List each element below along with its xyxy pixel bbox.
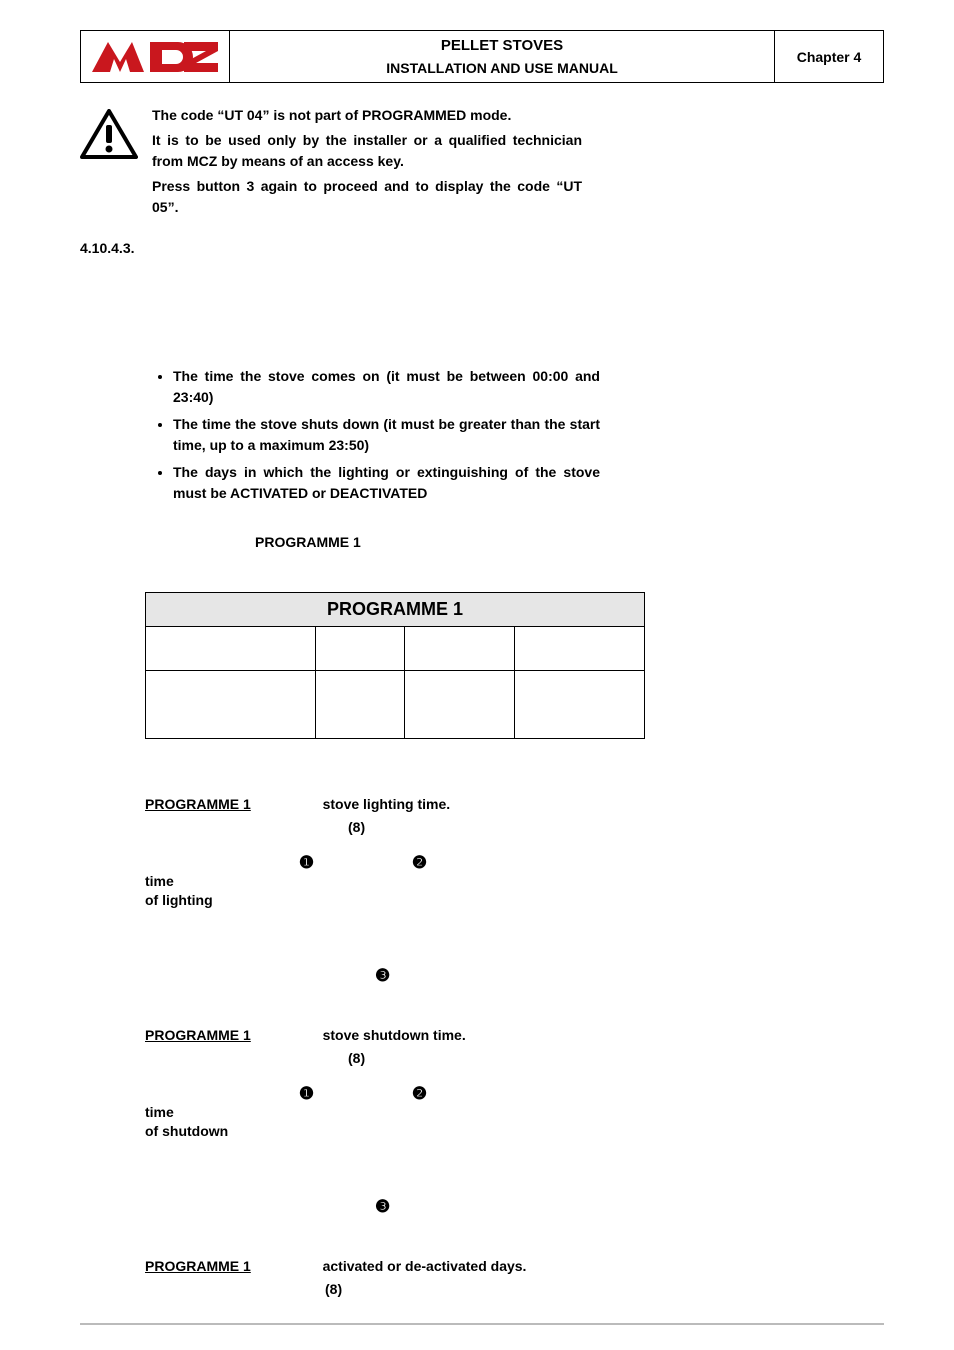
time-word: time bbox=[145, 873, 174, 889]
warning-block: The code “UT 04” is not part of PROGRAMM… bbox=[80, 105, 884, 222]
programme-table: PROGRAMME 1 bbox=[145, 592, 645, 739]
bullet-list: The time the stove comes on (it must be … bbox=[145, 366, 600, 504]
chapter-label: Chapter 4 bbox=[774, 30, 884, 83]
circled-3-icon: ❸ bbox=[375, 966, 390, 985]
header-title: PELLET STOVES INSTALLATION AND USE MANUA… bbox=[230, 30, 774, 83]
programme-label: PROGRAMME 1 bbox=[255, 534, 600, 550]
mcz-logo-icon bbox=[90, 37, 220, 77]
step3-sub: (8) bbox=[325, 1281, 600, 1297]
step1-icons: ❶ ❷ time bbox=[145, 853, 600, 889]
title-line-1: PELLET STOVES bbox=[230, 37, 774, 54]
step2-icons: ❶ ❷ time bbox=[145, 1084, 600, 1120]
step3-heading: PROGRAMME 1 activated or de-activated da… bbox=[145, 1257, 600, 1277]
bullet-item: The time the stove comes on (it must be … bbox=[173, 366, 600, 408]
step1-tail: stove lighting time. bbox=[323, 796, 451, 812]
step2-of-line: of shutdown bbox=[145, 1122, 600, 1142]
bullet-item: The days in which the lighting or exting… bbox=[173, 462, 600, 504]
section-number: 4.10.4.3. bbox=[80, 240, 884, 256]
title-line-2: INSTALLATION AND USE MANUAL bbox=[230, 60, 774, 76]
circled-2-icon: ❷ bbox=[412, 853, 427, 872]
step2-head: PROGRAMME 1 bbox=[145, 1027, 251, 1043]
step1-sub: (8) bbox=[348, 819, 600, 835]
step2-sub: (8) bbox=[348, 1050, 600, 1066]
time-word: time bbox=[145, 1104, 174, 1120]
table-row bbox=[146, 627, 645, 671]
step1-of-line: of lighting bbox=[145, 891, 600, 911]
brand-logo bbox=[80, 30, 230, 83]
warning-p1: The code “UT 04” is not part of PROGRAMM… bbox=[152, 105, 582, 126]
table-row bbox=[146, 671, 645, 739]
step1-head: PROGRAMME 1 bbox=[145, 796, 251, 812]
step1-heading: PROGRAMME 1 stove lighting time. bbox=[145, 795, 600, 815]
step2-heading: PROGRAMME 1 stove shutdown time. bbox=[145, 1026, 600, 1046]
bullet-item: The time the stove shuts down (it must b… bbox=[173, 414, 600, 456]
warning-p3: Press button 3 again to proceed and to d… bbox=[152, 176, 582, 218]
table-heading: PROGRAMME 1 bbox=[146, 593, 645, 627]
step3-tail: activated or de-activated days. bbox=[323, 1258, 527, 1274]
circled-2-icon: ❷ bbox=[412, 1084, 427, 1103]
warning-text: The code “UT 04” is not part of PROGRAMM… bbox=[152, 105, 582, 222]
footer-rule bbox=[80, 1323, 884, 1325]
step2-tail: stove shutdown time. bbox=[323, 1027, 466, 1043]
circled-3-icon: ❸ bbox=[375, 1197, 390, 1216]
step1-icon3: ❸ bbox=[375, 966, 600, 986]
step2-icon3: ❸ bbox=[375, 1197, 600, 1217]
page-header: PELLET STOVES INSTALLATION AND USE MANUA… bbox=[80, 30, 884, 83]
warning-p2: It is to be used only by the installer o… bbox=[152, 130, 582, 172]
circled-1-icon: ❶ bbox=[299, 1084, 314, 1103]
warning-icon bbox=[80, 109, 138, 164]
circled-1-icon: ❶ bbox=[299, 853, 314, 872]
step3-head: PROGRAMME 1 bbox=[145, 1258, 251, 1274]
